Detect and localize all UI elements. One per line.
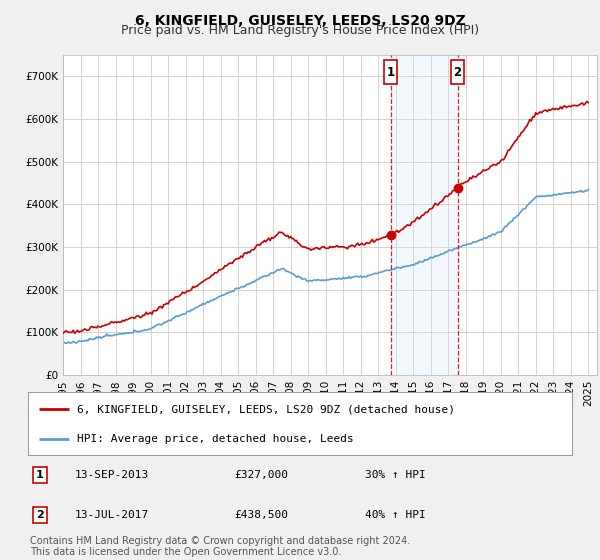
Text: 6, KINGFIELD, GUISELEY, LEEDS, LS20 9DZ: 6, KINGFIELD, GUISELEY, LEEDS, LS20 9DZ — [134, 14, 466, 28]
Text: Contains HM Land Registry data © Crown copyright and database right 2024.
This d: Contains HM Land Registry data © Crown c… — [30, 535, 410, 557]
Text: 30% ↑ HPI: 30% ↑ HPI — [365, 470, 426, 480]
Text: 6, KINGFIELD, GUISELEY, LEEDS, LS20 9DZ (detached house): 6, KINGFIELD, GUISELEY, LEEDS, LS20 9DZ … — [77, 404, 455, 414]
Text: 40% ↑ HPI: 40% ↑ HPI — [365, 510, 426, 520]
Text: £438,500: £438,500 — [235, 510, 289, 520]
Text: 2: 2 — [454, 66, 461, 78]
Bar — [391, 55, 458, 375]
FancyBboxPatch shape — [451, 60, 464, 84]
Text: 1: 1 — [36, 470, 44, 480]
Text: 1: 1 — [386, 66, 395, 78]
Text: 13-SEP-2013: 13-SEP-2013 — [74, 470, 148, 480]
Text: 13-JUL-2017: 13-JUL-2017 — [74, 510, 148, 520]
Text: 2: 2 — [36, 510, 44, 520]
Text: Price paid vs. HM Land Registry's House Price Index (HPI): Price paid vs. HM Land Registry's House … — [121, 24, 479, 37]
Text: HPI: Average price, detached house, Leeds: HPI: Average price, detached house, Leed… — [77, 434, 354, 444]
FancyBboxPatch shape — [385, 60, 397, 84]
Text: £327,000: £327,000 — [235, 470, 289, 480]
